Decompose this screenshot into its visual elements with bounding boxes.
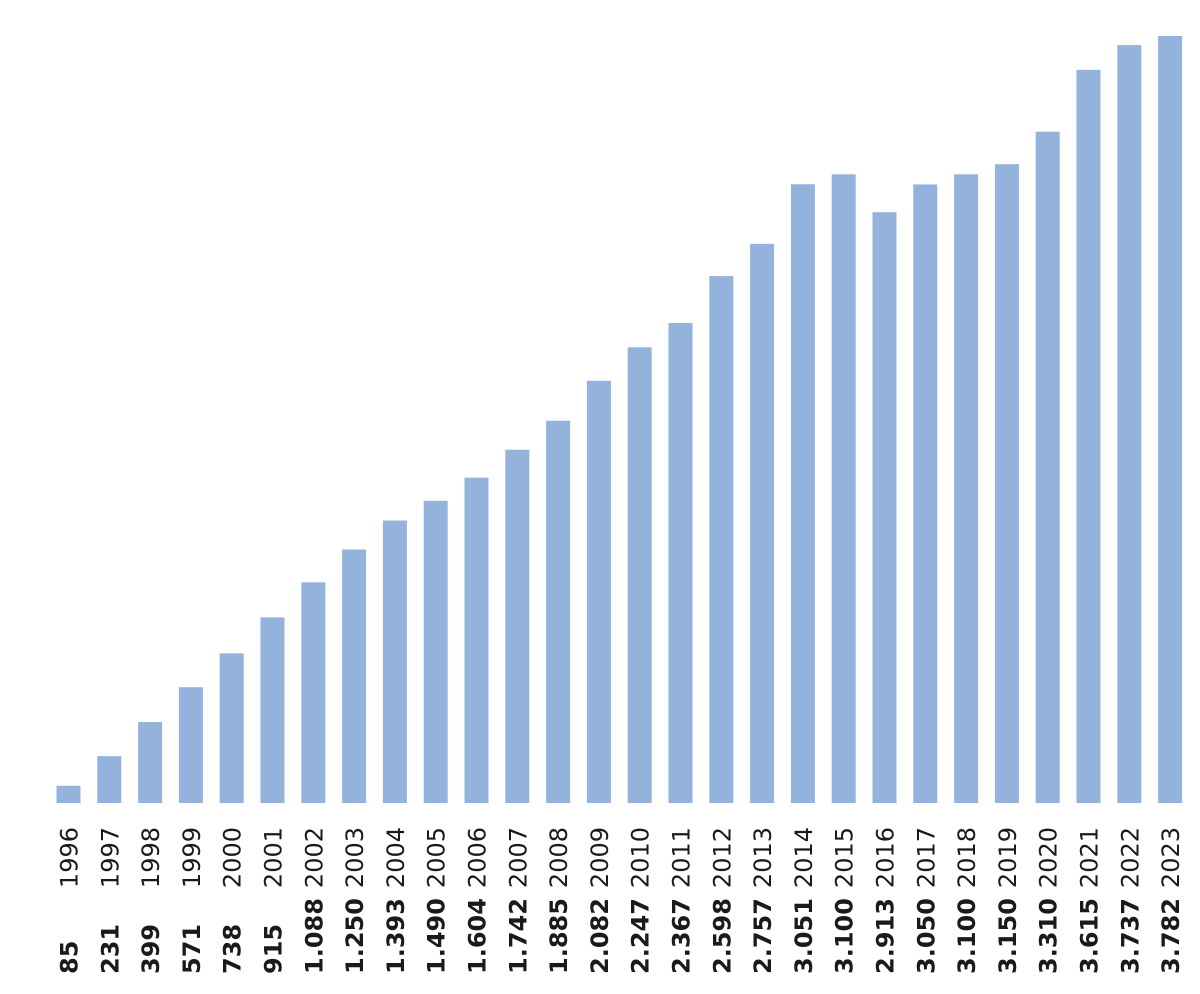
value-label-2016: 2.913 xyxy=(872,898,900,974)
value-label-2020: 3.310 xyxy=(1035,898,1063,974)
year-label-2015: 2015 xyxy=(831,827,859,888)
value-label-2007: 1.742 xyxy=(504,898,532,974)
value-label-2010: 2.247 xyxy=(627,898,655,974)
bar-2014 xyxy=(790,184,815,803)
value-label-2004: 1.393 xyxy=(382,898,410,974)
value-label-2003: 1.250 xyxy=(341,898,369,974)
bar-2013 xyxy=(750,243,775,803)
value-labels-group: 85 231 399 571 738 915 1.088 1.250 1.393 1.490 1.6… xyxy=(56,898,1186,974)
year-label-2003: 2003 xyxy=(341,827,369,888)
year-label-2001: 2001 xyxy=(260,827,288,888)
bar-2007 xyxy=(505,449,530,803)
bar-2000 xyxy=(219,653,244,803)
year-label-2012: 2012 xyxy=(708,827,736,888)
value-label-2021: 3.615 xyxy=(1076,898,1104,974)
year-label-2013: 2013 xyxy=(749,827,777,888)
value-label-2008: 1.885 xyxy=(545,898,573,974)
value-label-2014: 3.051 xyxy=(790,898,818,974)
value-label-2011: 2.367 xyxy=(668,898,696,974)
year-label-2010: 2010 xyxy=(627,827,655,888)
value-label-2023: 3.782 xyxy=(1157,898,1185,974)
year-label-2004: 2004 xyxy=(382,827,410,888)
year-label-1999: 1999 xyxy=(178,827,206,888)
year-label-2006: 2006 xyxy=(464,827,492,888)
bar-2002 xyxy=(301,582,326,803)
bar-2004 xyxy=(382,520,407,803)
bar-2012 xyxy=(709,276,734,803)
value-label-2000: 738 xyxy=(219,924,247,974)
year-label-2021: 2021 xyxy=(1076,827,1104,888)
year-label-2008: 2008 xyxy=(545,827,573,888)
value-label-2022: 3.737 xyxy=(1116,898,1144,974)
bar-2017 xyxy=(913,184,938,803)
value-label-1997: 231 xyxy=(96,924,124,974)
value-label-1998: 399 xyxy=(137,924,165,974)
value-label-2019: 3.150 xyxy=(994,898,1022,974)
year-label-2002: 2002 xyxy=(300,827,328,888)
bar-1998 xyxy=(138,722,163,803)
bar-2020 xyxy=(1035,131,1060,804)
value-label-2015: 3.100 xyxy=(831,898,859,974)
value-label-2006: 1.604 xyxy=(464,898,492,974)
year-label-2020: 2020 xyxy=(1035,827,1063,888)
year-label-2007: 2007 xyxy=(504,827,532,888)
bar-1997 xyxy=(97,756,122,803)
value-label-1996: 85 xyxy=(56,941,84,974)
value-label-2001: 915 xyxy=(260,924,288,974)
bar-1996 xyxy=(56,785,81,803)
bar-2005 xyxy=(423,500,448,803)
bar-2022 xyxy=(1117,45,1142,803)
year-label-2009: 2009 xyxy=(586,827,614,888)
bar-2015 xyxy=(831,174,856,803)
bar-2016 xyxy=(872,212,897,804)
value-label-2018: 3.100 xyxy=(953,898,981,974)
year-label-1996: 1996 xyxy=(56,827,84,888)
value-label-1999: 571 xyxy=(178,924,206,974)
year-label-1998: 1998 xyxy=(137,827,165,888)
year-labels-group: 1996 1997 1998 1999 2000 2001 2002 2003 2004 2005… xyxy=(56,827,1186,888)
value-label-2012: 2.598 xyxy=(708,898,736,974)
year-label-2023: 2023 xyxy=(1157,827,1185,888)
bar-1999 xyxy=(178,687,203,803)
bar-2011 xyxy=(668,322,693,803)
value-label-2017: 3.050 xyxy=(912,898,940,974)
year-label-2019: 2019 xyxy=(994,827,1022,888)
value-label-2002: 1.088 xyxy=(300,898,328,974)
year-label-2018: 2018 xyxy=(953,827,981,888)
value-label-2013: 2.757 xyxy=(749,898,777,974)
year-label-2005: 2005 xyxy=(423,827,451,888)
bars-group xyxy=(56,36,1183,804)
bar-2008 xyxy=(546,420,571,803)
bar-2010 xyxy=(627,347,652,803)
bar-2019 xyxy=(994,164,1019,804)
value-label-2009: 2.082 xyxy=(586,898,614,974)
bar-2006 xyxy=(464,477,489,803)
bar-2009 xyxy=(586,380,611,803)
year-label-2000: 2000 xyxy=(219,827,247,888)
year-label-1997: 1997 xyxy=(96,827,124,888)
year-label-2017: 2017 xyxy=(912,827,940,888)
bar-2021 xyxy=(1076,69,1101,804)
year-label-2011: 2011 xyxy=(668,827,696,888)
bar-2003 xyxy=(342,549,367,803)
bar-2001 xyxy=(260,617,285,803)
bar-2018 xyxy=(954,174,979,803)
year-label-2014: 2014 xyxy=(790,827,818,888)
year-label-2022: 2022 xyxy=(1116,827,1144,888)
bar-2023 xyxy=(1158,36,1183,803)
year-label-2016: 2016 xyxy=(872,827,900,888)
value-label-2005: 1.490 xyxy=(423,898,451,974)
